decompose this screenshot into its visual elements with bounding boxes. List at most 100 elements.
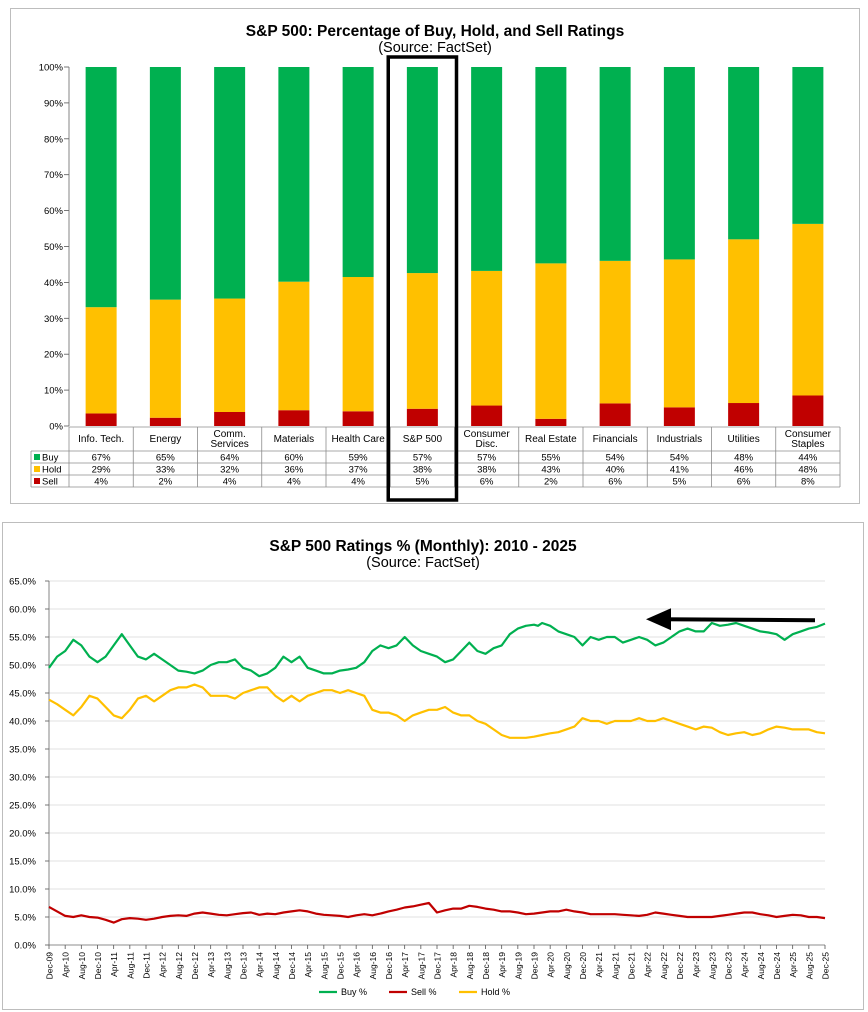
y-tick-label: 45.0% <box>9 689 36 700</box>
y-tick-label: 50.0% <box>9 661 36 672</box>
x-tick-label: Dec-17 <box>433 952 443 980</box>
table-cell-value: 40% <box>606 465 626 476</box>
category-label: Services <box>210 439 248 450</box>
legend-key-sell <box>34 478 40 484</box>
table-cell-value: 60% <box>284 453 304 464</box>
table-cell-value: 46% <box>734 465 754 476</box>
series-line-hold <box>48 683 826 739</box>
table-cell-value: 2% <box>159 477 173 488</box>
x-tick-label: Aug-13 <box>222 952 232 980</box>
table-cell-value: 32% <box>220 465 240 476</box>
monthly-ratings-chart-panel: S&P 500 Ratings % (Monthly): 2010 - 2025… <box>2 522 864 1010</box>
chart-title: S&P 500: Percentage of Buy, Hold, and Se… <box>246 23 624 40</box>
chart-title: S&P 500 Ratings % (Monthly): 2010 - 2025 <box>269 538 577 555</box>
bar-sell <box>663 407 695 426</box>
annotation-arrow-head <box>646 608 671 631</box>
y-tick-label: 0% <box>49 422 63 433</box>
x-tick-label: Apr-23 <box>691 952 701 978</box>
table-cell-value: 43% <box>541 465 561 476</box>
x-tick-label: Dec-22 <box>675 952 685 980</box>
bar-buy <box>792 67 824 224</box>
x-tick-label: Dec-19 <box>530 952 540 980</box>
bar-buy <box>278 67 310 282</box>
x-tick-label: Apr-10 <box>61 952 71 978</box>
x-tick-label: Apr-21 <box>594 952 604 978</box>
y-tick-label: 65.0% <box>9 577 36 588</box>
y-tick-label: 70% <box>44 170 64 181</box>
y-tick-label: 50% <box>44 242 64 253</box>
table-cell-value: 4% <box>223 477 237 488</box>
series-line-sell <box>48 901 826 924</box>
legend-label: Sell % <box>411 987 437 997</box>
category-label: Disc. <box>476 439 498 450</box>
x-tick-label: Dec-10 <box>93 952 103 980</box>
category-label: Industrials <box>657 434 703 445</box>
x-tick-label: Dec-21 <box>627 952 637 980</box>
y-tick-label: 20.0% <box>9 829 36 840</box>
table-cell-value: 6% <box>737 477 751 488</box>
x-tick-label: Dec-25 <box>821 952 831 980</box>
bar-sell <box>278 410 310 426</box>
bar-sell <box>214 411 246 426</box>
bar-hold <box>278 281 310 411</box>
sp500-highlight-box <box>386 55 459 502</box>
x-tick-label: Aug-12 <box>174 952 184 980</box>
x-tick-label: Aug-25 <box>804 952 814 980</box>
x-tick-label: Aug-15 <box>319 952 329 980</box>
y-tick-label: 30.0% <box>9 773 36 784</box>
y-tick-label: 15.0% <box>9 857 36 868</box>
y-tick-label: 10% <box>44 386 64 397</box>
x-tick-label: Dec-18 <box>481 952 491 980</box>
x-tick-label: Apr-22 <box>643 952 653 978</box>
bar-hold <box>85 307 117 414</box>
x-tick-label: Apr-15 <box>303 952 313 978</box>
bar-buy <box>471 67 503 271</box>
y-tick-label: 20% <box>44 350 64 361</box>
table-cell-value: 4% <box>351 477 365 488</box>
category-label: Staples <box>791 439 824 450</box>
table-cell-value: 5% <box>673 477 687 488</box>
sector-ratings-chart: S&P 500: Percentage of Buy, Hold, and Se… <box>30 23 841 502</box>
table-row-header: Buy <box>42 453 59 464</box>
x-tick-label: Apr-13 <box>206 952 216 978</box>
category-label: Health Care <box>331 434 385 445</box>
x-tick-label: Aug-24 <box>756 952 766 980</box>
y-tick-label: 40% <box>44 278 64 289</box>
x-tick-label: Aug-10 <box>77 952 87 980</box>
legend-key-hold <box>34 466 40 472</box>
bar-sell <box>792 395 824 426</box>
x-tick-label: Aug-11 <box>125 952 135 979</box>
monthly-ratings-chart: S&P 500 Ratings % (Monthly): 2010 - 2025… <box>9 538 831 997</box>
bar-hold <box>149 299 181 418</box>
category-label: Real Estate <box>525 434 577 445</box>
y-tick-label: 10.0% <box>9 885 36 896</box>
category-label: Materials <box>274 434 315 445</box>
bar-buy <box>663 67 695 260</box>
bar-sell <box>599 403 631 426</box>
table-cell-value: 29% <box>92 465 112 476</box>
x-tick-label: Dec-23 <box>724 952 734 980</box>
x-tick-label: Apr-24 <box>740 952 750 978</box>
table-cell-value: 36% <box>284 465 304 476</box>
x-tick-label: Aug-22 <box>659 952 669 980</box>
category-label: Financials <box>593 434 638 445</box>
table-cell-value: 57% <box>413 453 433 464</box>
x-tick-label: Aug-19 <box>513 952 523 980</box>
x-tick-label: Aug-21 <box>610 952 620 980</box>
bar-hold <box>728 239 760 404</box>
bar-buy <box>599 67 631 261</box>
bar-sell <box>342 411 374 426</box>
bar-buy <box>342 67 374 278</box>
x-tick-label: Dec-14 <box>287 952 297 980</box>
table-cell-value: 41% <box>670 465 690 476</box>
category-label: Energy <box>150 434 182 445</box>
table-row-header: Sell <box>42 477 58 488</box>
chart-subtitle: (Source: FactSet) <box>378 40 492 56</box>
chart-subtitle: (Source: FactSet) <box>366 555 480 571</box>
table-cell-value: 4% <box>94 477 108 488</box>
annotation-arrow-shaft <box>662 617 816 623</box>
x-tick-label: Apr-11 <box>109 952 119 977</box>
y-tick-label: 40.0% <box>9 717 36 728</box>
table-cell-value: 57% <box>477 453 497 464</box>
bar-buy <box>85 67 117 308</box>
